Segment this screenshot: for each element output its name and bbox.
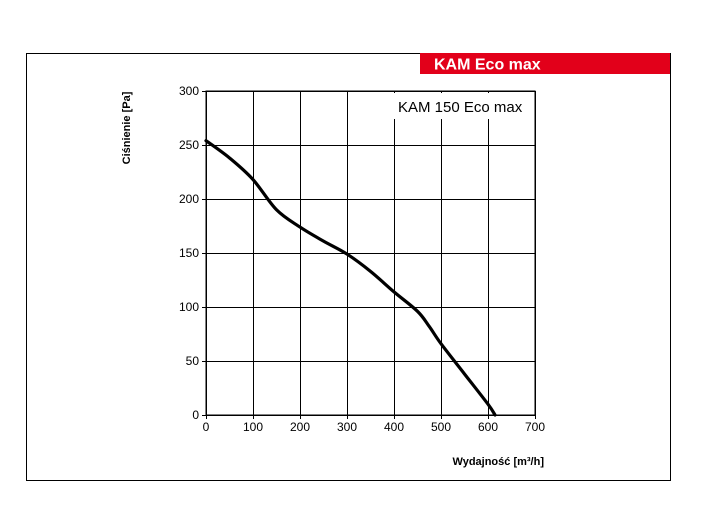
y-tick-label: 100: [179, 300, 199, 314]
x-tick-label: 300: [337, 420, 357, 434]
chart-title-background: [393, 93, 533, 119]
x-axis-label: Wydajność [m³/h]: [453, 456, 545, 468]
y-tick-labels: 0 50 100 150 200 250 300: [179, 84, 199, 422]
x-tick-label: 200: [290, 420, 310, 434]
y-tick-label: 50: [186, 354, 200, 368]
plot-area-border: [205, 90, 536, 416]
x-tick-label: 600: [478, 420, 498, 434]
x-tick-label: 100: [243, 420, 263, 434]
x-tick-label: 0: [203, 420, 210, 434]
y-axis-label: Ciśnienie [Pa]: [121, 91, 133, 164]
y-tick-label: 200: [179, 192, 199, 206]
y-tick-label: 250: [179, 138, 199, 152]
brand-banner: KAM Eco max: [420, 53, 670, 74]
chart-frame: [26, 53, 671, 481]
y-tick-label: 300: [179, 84, 199, 98]
y-tick-label: 150: [179, 246, 199, 260]
series-layer: [204, 139, 497, 417]
y-tick-label: 0: [192, 408, 199, 422]
x-tick-label: 500: [431, 420, 451, 434]
x-tick-label: 400: [384, 420, 404, 434]
x-tick-labels: 0 100 200 300 400 500 600 700: [203, 420, 546, 434]
chart-title: KAM 150 Eco max: [398, 99, 523, 116]
brand-banner-background: [420, 53, 670, 74]
brand-label: KAM Eco max: [434, 57, 541, 74]
chart-title-box: KAM 150 Eco max: [393, 93, 533, 119]
series-line: [204, 139, 497, 417]
x-tick-label: 700: [525, 420, 545, 434]
